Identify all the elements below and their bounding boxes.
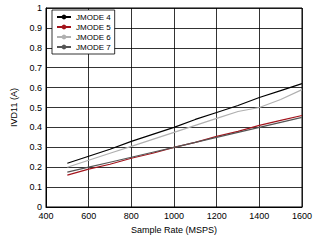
svg-text:JMODE 7: JMODE 7 (76, 43, 111, 52)
svg-text:0.2: 0.2 (29, 162, 42, 172)
svg-text:Sample Rate (MSPS): Sample Rate (MSPS) (131, 225, 217, 235)
svg-text:1200: 1200 (207, 211, 227, 221)
svg-text:600: 600 (81, 211, 96, 221)
svg-text:0: 0 (37, 202, 42, 212)
svg-text:0.8: 0.8 (29, 43, 42, 53)
svg-text:0.3: 0.3 (29, 142, 42, 152)
svg-text:0.5: 0.5 (29, 103, 42, 113)
svg-text:0.4: 0.4 (29, 122, 42, 132)
svg-text:0.9: 0.9 (29, 23, 42, 33)
svg-text:JMODE 5: JMODE 5 (76, 23, 111, 32)
svg-text:JMODE 6: JMODE 6 (76, 33, 111, 42)
svg-text:0.7: 0.7 (29, 63, 42, 73)
svg-text:0.6: 0.6 (29, 83, 42, 93)
svg-text:400: 400 (38, 211, 53, 221)
svg-text:1000: 1000 (164, 211, 184, 221)
svg-text:JMODE 4: JMODE 4 (76, 13, 111, 22)
svg-text:1: 1 (37, 3, 42, 13)
svg-text:0.1: 0.1 (29, 182, 42, 192)
svg-text:800: 800 (124, 211, 139, 221)
svg-text:IVD11 (A): IVD11 (A) (9, 88, 19, 127)
svg-text:1400: 1400 (249, 211, 269, 221)
svg-text:1600: 1600 (292, 211, 312, 221)
